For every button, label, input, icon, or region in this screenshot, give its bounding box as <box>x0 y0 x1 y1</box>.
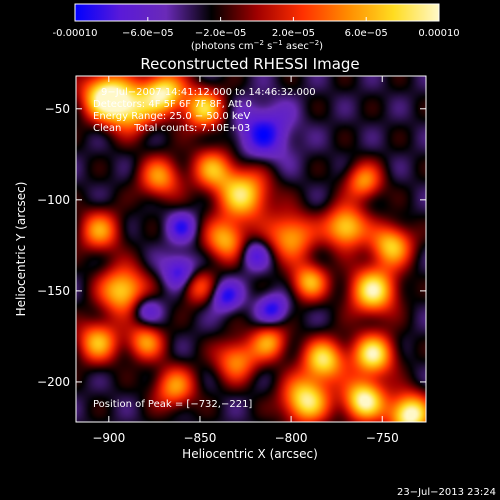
y-tick-label: −150 <box>37 284 70 298</box>
annotation-time-range: 9−Jul−2007 14:41:12.000 to 14:46:32.000 <box>101 87 316 98</box>
annotation-peak-position: Position of Peak = [−732,−221] <box>93 399 252 410</box>
x-tick-label: −800 <box>275 431 308 445</box>
annotation-energy-range: Energy Range: 25.0 − 50.0 keV <box>93 111 250 122</box>
x-axis-label: Heliocentric X (arcsec) <box>182 447 318 461</box>
heatmap-image <box>76 76 426 422</box>
y-tick-label: −50 <box>45 102 70 116</box>
x-tick-label: −900 <box>92 431 125 445</box>
y-axis-label: Heliocentric Y (arcsec) <box>14 182 28 317</box>
colorbar-tick-label: 0.00010 <box>418 28 459 39</box>
colorbar-ticks: -0.00010 −6.0e−05 −2.0e−05 2.0e−05 6.0e−05 0.… <box>53 17 460 39</box>
y-axis-ticks: −50 −100 −150 −200 <box>37 102 426 389</box>
colorbar-tick-label: −6.0e−05 <box>122 28 174 39</box>
colorbar-tick-label: 6.0e−05 <box>345 28 388 39</box>
annotation-detectors: Detectors: 4F 5F 6F 7F 8F, Att 0 <box>93 99 252 110</box>
x-tick-label: −750 <box>366 431 399 445</box>
annotation-clean-total-counts: Clean Total counts: 7.10E+03 <box>93 123 250 134</box>
x-tick-label: −850 <box>183 431 216 445</box>
annotations: 9−Jul−2007 14:41:12.000 to 14:46:32.000 … <box>93 87 316 410</box>
y-tick-label: −100 <box>37 193 70 207</box>
plot-frame <box>75 75 427 423</box>
y-tick-label: −200 <box>37 375 70 389</box>
colorbar-tick-label: −2.0e−05 <box>195 28 247 39</box>
colorbar-tick-label: -0.00010 <box>53 28 98 39</box>
x-axis-ticks: −900 −850 −800 −750 <box>92 76 399 445</box>
colorbar: -0.00010 −6.0e−05 −2.0e−05 2.0e−05 6.0e−05 0.… <box>53 3 460 52</box>
colorbar-bar <box>74 3 440 22</box>
colorbar-unit-label: (photons cm−2 s−1 asec−2) <box>191 39 323 52</box>
colorbar-tick-label: 2.0e−05 <box>272 28 315 39</box>
heatmap-area <box>76 76 426 422</box>
footer-timestamp: 23−Jul−2013 23:24 <box>397 487 496 498</box>
chart-title: Reconstructed RHESSI Image <box>140 55 359 73</box>
